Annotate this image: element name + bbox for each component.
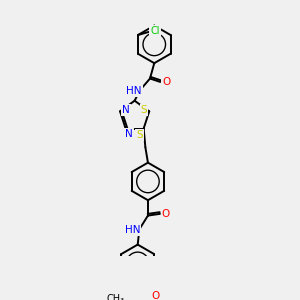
Text: O: O — [152, 291, 160, 300]
Text: O: O — [162, 77, 170, 87]
Text: O: O — [162, 209, 170, 219]
Text: S: S — [136, 130, 143, 140]
Text: HN: HN — [126, 86, 142, 96]
Text: N: N — [125, 129, 133, 139]
Text: N: N — [122, 105, 130, 115]
Text: HN: HN — [125, 225, 140, 235]
Text: S: S — [141, 105, 147, 115]
Text: Cl: Cl — [150, 26, 160, 36]
Text: CH₃: CH₃ — [106, 294, 124, 300]
